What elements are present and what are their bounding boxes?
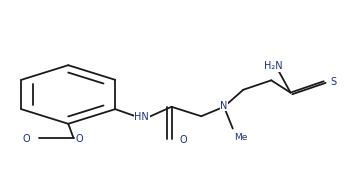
- Text: H₂N: H₂N: [264, 61, 282, 71]
- Text: Me: Me: [234, 133, 248, 142]
- Text: O: O: [179, 135, 187, 145]
- Text: O: O: [75, 134, 83, 144]
- Text: S: S: [330, 77, 336, 87]
- Text: HN: HN: [134, 112, 149, 122]
- Text: O: O: [22, 134, 30, 144]
- Text: N: N: [220, 101, 228, 111]
